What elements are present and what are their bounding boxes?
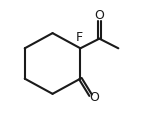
Text: O: O: [94, 9, 104, 22]
Text: O: O: [89, 91, 99, 104]
Text: F: F: [76, 31, 83, 44]
